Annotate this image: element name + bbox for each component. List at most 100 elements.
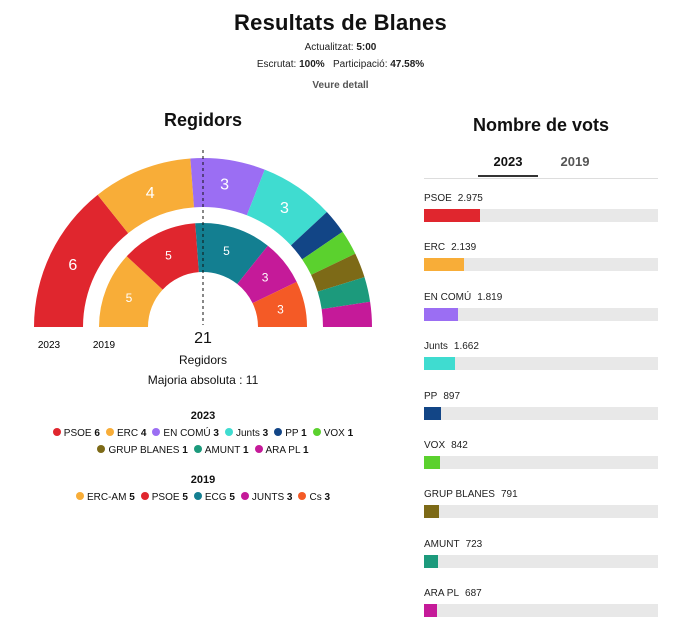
vote-bar (424, 357, 456, 371)
legend-item: ERC-AM 5 (75, 492, 135, 503)
outer-segment-junts (246, 169, 327, 246)
legend-item: AMUNT 1 (193, 445, 249, 456)
inner-seat-label: 3 (262, 271, 269, 285)
outer-ring-label: 2023 (38, 340, 61, 350)
legend-party-name: PSOE (151, 492, 183, 503)
vote-label: Junts 1.662 (424, 341, 658, 354)
legend-item: Cs 3 (298, 492, 330, 503)
vote-bar-track (424, 406, 658, 420)
tab-2023[interactable]: 2023 (493, 154, 523, 169)
legend-party-name: ERC (116, 428, 141, 439)
vote-bar (424, 258, 465, 272)
turnout-value: 47.58% (390, 59, 425, 70)
legend-seat-count: 3 (262, 428, 269, 439)
legend-year-2023: 2023 (190, 410, 216, 422)
legend-dot-icon (240, 492, 249, 500)
votes-title: Nombre de vots (472, 115, 610, 135)
outer-segment-pp (290, 212, 343, 260)
seats-title: Regidors (163, 110, 242, 130)
vote-label: PP 897 (424, 391, 658, 404)
legend-seat-count: 1 (301, 428, 307, 439)
legend-item: EN COMÚ 3 (152, 428, 219, 439)
legend-party-name: EN COMÚ (163, 428, 214, 439)
outer-segment-vox (302, 231, 356, 275)
legend-dot-icon (193, 492, 202, 500)
vote-bar (424, 406, 441, 420)
legend-dot-icon (152, 428, 161, 436)
legend-dot-icon (97, 445, 106, 453)
vote-row: VOX 842 (424, 440, 658, 469)
inner-segment-cs (252, 281, 307, 327)
legend-2019-row: ERC-AM 5 PSOE 5 ECG 5 JUNTS 3 Cs 3 (0, 492, 406, 503)
vote-bar-track (424, 307, 658, 321)
turnout-label: Participació: (333, 59, 388, 70)
vote-row: Junts 1.662 (424, 341, 658, 371)
outer-seat-label: 3 (280, 200, 289, 217)
legend-dot-icon (140, 492, 149, 500)
legend-dot-icon (274, 428, 283, 436)
header: Resultats de Blanes Actualitzat: 5:00 Es… (0, 10, 681, 91)
legend-seat-count: 6 (94, 428, 100, 439)
legend-item: PSOE 6 (52, 428, 100, 439)
vote-label: PSOE 2.975 (424, 193, 658, 206)
updated-line: Actualitzat: 5:00 (0, 42, 681, 53)
year-tabs: 2023 2019 (424, 148, 658, 179)
active-tab-indicator (478, 175, 538, 177)
vote-value: 2.975 (457, 193, 483, 204)
vote-party-name: GRUP BLANES (424, 489, 495, 501)
legend-seat-count: 1 (347, 428, 354, 439)
legend-item: Junts 3 (224, 428, 269, 439)
inner-ring-label: 2019 (93, 340, 116, 350)
vote-bar-track (424, 456, 658, 469)
legend-year-2019: 2019 (190, 474, 216, 486)
vote-value: 1.662 (453, 341, 479, 353)
legend-seat-count: 3 (286, 492, 293, 503)
vote-party-name: Junts (424, 341, 448, 353)
vote-label: ARA PL 687 (424, 588, 658, 601)
legend-seat-count: 5 (229, 492, 235, 503)
vote-label: AMUNT 723 (424, 539, 658, 552)
legend-party-name: Cs (309, 492, 325, 503)
counted-label: Escrutat: (256, 59, 297, 70)
total-seats: 21 (194, 330, 212, 347)
legend-2023-row-2: GRUP BLANES 1 AMUNT 1 ARA PL 1 (0, 445, 406, 456)
legend-party-name: VOX (323, 428, 348, 439)
outer-segment-amunt (317, 277, 371, 310)
legend-item: VOX 1 (312, 428, 354, 439)
legend-party-name: GRUP BLANES (108, 445, 183, 456)
vote-bar (424, 505, 439, 519)
vote-bar-track (424, 554, 658, 568)
inner-seat-label: 5 (165, 249, 172, 263)
vote-row: GRUP BLANES 791 (424, 489, 658, 519)
vote-party-name: PP (424, 390, 438, 402)
vote-row: ERC 2.139 (424, 242, 658, 272)
detail-link[interactable]: Veure detall (312, 80, 369, 91)
vote-label: EN COMÚ 1.819 (424, 292, 658, 305)
legend-party-name: JUNTS (251, 492, 287, 503)
tab-2019[interactable]: 2019 (560, 154, 590, 169)
outer-seat-label: 4 (146, 185, 155, 202)
count-line: Escrutat: 100% Participació: 47.58% (0, 59, 681, 70)
vote-value: 1.819 (477, 291, 503, 303)
updated-label: Actualitzat: (304, 42, 354, 53)
legend-party-name: ARA PL (265, 445, 303, 456)
outer-seat-label: 6 (68, 257, 77, 274)
legend-party-name: PP (285, 428, 302, 439)
vote-bar-track (424, 357, 658, 371)
legend-item: JUNTS 3 (240, 492, 293, 503)
seats-hemicycle-chart: 6 4 3 3 5 5 5 3 3 2023 2019 (34, 150, 372, 350)
vote-label: ERC 2.139 (424, 242, 658, 255)
vote-bar (424, 554, 438, 568)
vote-party-name: ARA PL (424, 588, 460, 600)
outer-segment-ara-pl (321, 301, 372, 327)
vote-bar (424, 307, 459, 321)
inner-seat-label: 5 (223, 244, 230, 258)
legend-dot-icon (298, 492, 307, 500)
outer-ring-2023: 6 4 3 3 (34, 158, 372, 327)
vote-bar (424, 604, 437, 618)
legend-item: ERC 4 (105, 428, 146, 439)
majority-note: Majoria absoluta : 11 (147, 373, 259, 387)
legend-seat-count: 1 (182, 445, 188, 456)
inner-segment-ecg (195, 223, 268, 284)
vote-bar (424, 209, 480, 222)
